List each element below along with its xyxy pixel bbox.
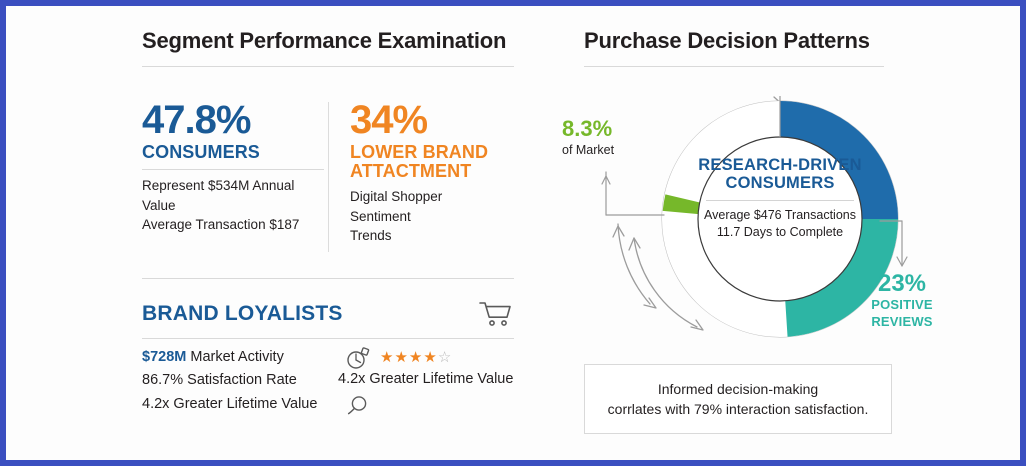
brand-loyalists-divider xyxy=(142,338,514,339)
positive-reviews-value: 23% xyxy=(877,270,927,297)
green-callout-leader xyxy=(601,171,665,216)
stopwatch-icon xyxy=(346,346,372,375)
stat-label-consumers: CONSUMERS xyxy=(142,142,260,163)
stats-row: 47.8% CONSUMERS Represent $534M Annual V… xyxy=(142,98,522,251)
market-share-value: 8.3% xyxy=(562,116,613,141)
insight-note-line2: corrlates with 79% interaction satisfact… xyxy=(607,401,869,417)
stat-value-consumers: 47.8% xyxy=(142,98,251,142)
right-panel-title: Purchase Decision Patterns xyxy=(584,28,870,53)
stat-block-brand-attachment: 34% LOWER BRAND ATTACTMENT Digital Shoppe… xyxy=(328,98,506,251)
brand-loyalists-header: BRAND LOYALISTS xyxy=(142,302,514,332)
positive-reviews-label-line1: POSITIVE xyxy=(871,297,933,312)
stat-body-line: Represent $534M Annual Value xyxy=(142,178,295,213)
donut-segment-research-driven xyxy=(779,101,898,220)
brand-loyalists-top-divider xyxy=(142,278,514,279)
metric-highlight: $728M xyxy=(142,349,187,365)
brand-loyalists-title: BRAND LOYALISTS xyxy=(142,302,343,325)
rating-caption: 4.2x Greater Lifetime Value xyxy=(338,371,514,387)
metric-text: Market Activity xyxy=(186,349,284,365)
stat-body-line: Trends xyxy=(350,228,392,244)
right-title-divider xyxy=(584,66,884,67)
star-rating: ★★★★☆ xyxy=(380,349,453,366)
infographic-canvas: Segment Performance Examination 47.8% CO… xyxy=(6,6,1020,460)
stat-body-consumers: Represent $534M Annual Value Average Tra… xyxy=(142,176,328,235)
magnifier-icon xyxy=(346,394,372,423)
stat-body-brand-attachment: Digital Shopper Sentiment Trends xyxy=(350,187,506,246)
metric-line: $728M Market Activity xyxy=(142,346,338,369)
donut-segment-market xyxy=(662,194,701,215)
stats-vertical-divider xyxy=(328,102,329,252)
brand-loyalists-rating: ★★★★☆ 4.2x Greater Lifetime Value xyxy=(338,346,532,416)
metric-line: 86.7% Satisfaction Rate xyxy=(142,372,297,389)
donut-chart: RESEARCH-DRIVEN CONSUMERS Average $476 T… xyxy=(546,84,966,354)
positive-reviews-callout: 23% POSITIVE REVIEWS xyxy=(856,272,948,329)
donut-chart-svg xyxy=(601,96,908,338)
insight-note-line1: Informed decision-making xyxy=(657,380,819,397)
left-panel-title: Segment Performance Examination xyxy=(142,28,507,53)
donut-inner-disc xyxy=(697,136,863,302)
stat-label-brand-attachment: LOWER BRAND ATTACTMENT xyxy=(350,142,489,182)
insight-note-box: Informed decision-making corrlates with … xyxy=(584,364,892,434)
stat-body-line: Digital Shopper Sentiment xyxy=(350,188,443,224)
brand-loyalists-metrics: $728M Market Activity 86.7% Satisfaction… xyxy=(142,346,338,416)
positive-reviews-label-line2: REVIEWS xyxy=(871,313,933,329)
stat-block-consumers: 47.8% CONSUMERS Represent $534M Annual V… xyxy=(142,98,328,251)
stat-value-brand-attachment: 34% xyxy=(350,98,428,142)
left-panel-header: Segment Performance Examination xyxy=(142,28,522,67)
shopping-cart-icon xyxy=(478,300,512,333)
market-share-label: of Market xyxy=(562,143,615,157)
donut-segment-positive-reviews xyxy=(784,218,898,337)
insight-note-text: Informed decision-making corrlates with … xyxy=(608,379,869,420)
stat-divider-consumers xyxy=(142,169,324,171)
market-share-callout: 8.3% of Market xyxy=(562,116,615,158)
left-title-divider xyxy=(142,66,514,67)
metric-line: 4.2x Greater Lifetime Value xyxy=(142,395,318,412)
stat-body-line: Average Transaction $187 xyxy=(142,217,300,233)
right-panel-header: Purchase Decision Patterns xyxy=(584,28,894,67)
teal-callout-leader xyxy=(879,220,908,267)
brand-loyalists-body: $728M Market Activity 86.7% Satisfaction… xyxy=(142,346,532,416)
